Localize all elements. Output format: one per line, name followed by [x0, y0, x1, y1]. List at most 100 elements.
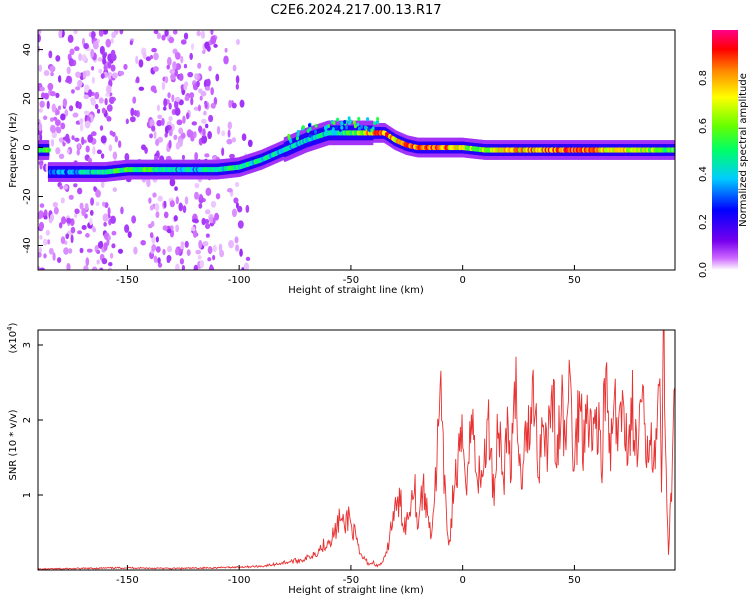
- spectrogram-noise-cell: [39, 267, 45, 270]
- spectrogram-noise-cell: [210, 30, 214, 35]
- snr-x-tick-label: 50: [568, 575, 581, 586]
- spectrogram-noise-cell: [182, 205, 187, 214]
- spectrogram-noise-cell: [193, 131, 197, 138]
- spectrogram-noise-cell: [154, 203, 160, 212]
- spectrogram-noise-cell: [68, 57, 74, 67]
- spectrogram-ridge-cell: [296, 129, 300, 134]
- spectrogram-noise-cell: [189, 92, 195, 99]
- spectrogram-noise-cell: [175, 142, 181, 150]
- spectrogram-noise-cell: [197, 254, 202, 260]
- spectrogram-noise-cell: [81, 37, 86, 46]
- colorbar: 0.0 0.2 0.4 0.6 0.8 Normalized spectral ampl…: [698, 30, 749, 278]
- spectrogram-noise-cell: [103, 242, 108, 251]
- spectrogram-noise-cell: [90, 131, 97, 137]
- spectrogram-noise-cell: [157, 114, 163, 120]
- spectrogram-noise-cell: [50, 117, 54, 122]
- spectrogram-x-ticks: -150 -100 -50 0 50: [116, 265, 581, 286]
- spectrogram-noise-cell: [102, 30, 109, 35]
- spectrogram-noise-cell: [103, 64, 107, 71]
- spectrogram-noise-cell: [199, 259, 205, 269]
- spectrogram-noise-cell: [180, 55, 184, 64]
- spectrogram-ridge-cell: [367, 127, 371, 132]
- spectrogram-noise-cell: [245, 256, 251, 262]
- spectrogram-noise-cell: [226, 138, 233, 145]
- spectrogram-noise-cell: [231, 137, 237, 143]
- spectrogram-noise-cell: [233, 197, 239, 204]
- spectrogram-noise-cell: [163, 211, 169, 219]
- spectrogram-noise-cell: [77, 230, 82, 235]
- spectrogram-noise-cell: [148, 197, 152, 204]
- snr-x-ticks: -150 -100 -50 0 50: [116, 565, 581, 586]
- spectrogram-noise-cell: [77, 79, 83, 88]
- spectrogram-noise-cell: [56, 109, 60, 115]
- spectrogram-noise-cell: [91, 76, 96, 84]
- spectrogram-noise-cell: [237, 205, 243, 213]
- colorbar-gradient: [712, 30, 738, 270]
- spectrogram-noise-cell: [204, 85, 211, 91]
- spectrogram-ridge-cell: [340, 125, 344, 130]
- spectrogram-noise-cell: [64, 109, 69, 117]
- spectrogram-noise-cell: [169, 68, 176, 75]
- spectrogram-noise-cell: [48, 247, 54, 255]
- spectrogram-noise-cell: [202, 240, 209, 247]
- spectrogram-ridge-cell: [308, 133, 312, 138]
- spectrogram-noise-cell: [105, 85, 112, 94]
- spectrogram-noise-cell: [180, 132, 186, 139]
- spectrogram-noise-cell: [131, 215, 137, 224]
- spectrogram-noise-cell: [71, 135, 75, 141]
- spectrogram-noise-cell: [206, 78, 211, 87]
- spectrogram-noise-cell: [58, 75, 62, 83]
- spectrogram-noise-cell: [104, 97, 108, 106]
- spectrogram-noise-cell: [186, 249, 191, 256]
- spectrogram-noise-cell: [196, 30, 201, 37]
- snr-y-label: SNR (10 * v/v): [8, 409, 19, 480]
- spectrogram-noise-cell: [207, 245, 213, 255]
- spectrogram-noise-cell: [186, 112, 190, 120]
- spectrogram-noise-cell: [174, 186, 178, 191]
- spectrogram-noise-cell: [71, 89, 75, 94]
- spectrogram-noise-cell: [151, 244, 157, 252]
- colorbar-tick-label: 0.6: [698, 118, 709, 134]
- spectrogram-noise-cell: [67, 34, 74, 44]
- spectrogram-noise-cell: [101, 258, 108, 265]
- spectrogram-noise-cell: [90, 97, 96, 103]
- spectrogram-ridge-cell: [345, 125, 349, 130]
- spectrogram-noise-cell: [132, 96, 137, 104]
- spectrogram-noise-cell: [130, 107, 135, 117]
- spectrogram-noise-cell: [161, 34, 166, 41]
- spectrogram-noise-cell: [56, 126, 62, 134]
- spectrogram-noise-cell: [153, 130, 157, 140]
- spectrogram-noise-cell: [83, 265, 89, 270]
- spectrogram-noise-cell: [92, 40, 99, 50]
- spectrogram-noise-cell: [73, 183, 78, 188]
- snr-scale-suffix: ): [8, 322, 19, 326]
- spectrogram-noise-cell: [212, 254, 216, 261]
- spectrogram-noise-cell: [90, 197, 95, 206]
- spectrogram-noise-cell: [42, 238, 48, 246]
- spectrogram-noise-cell: [196, 80, 200, 88]
- spectrogram-y-tick-label: 0: [22, 144, 33, 150]
- spectrogram-noise-cell: [38, 33, 41, 43]
- spectrogram-ridge-cell: [352, 120, 356, 125]
- spectrogram-noise-cell: [149, 55, 154, 60]
- spectrogram-ridge-cell: [359, 124, 363, 129]
- spectrogram-noise-cell: [63, 247, 69, 255]
- spectrogram-noise-cell: [94, 91, 100, 100]
- spectrogram-noise-cell: [209, 216, 214, 224]
- spectrogram-noise-cell: [93, 186, 97, 191]
- spectrogram-noise-cell: [111, 230, 117, 236]
- spectrogram-noise-cell: [198, 239, 203, 249]
- spectrogram-noise-cell: [38, 30, 42, 35]
- spectrogram-noise-cell: [62, 136, 68, 141]
- spectrogram-ridge-cell: [314, 123, 318, 128]
- spectrogram-noise-cell: [76, 149, 80, 156]
- spectrogram-noise-cell: [38, 246, 42, 254]
- spectrogram-noise-cell: [181, 264, 186, 270]
- spectrogram-noise-cell: [66, 217, 72, 224]
- spectrogram-x-tick-label: 50: [568, 275, 581, 286]
- spectrogram-noise-cell: [50, 138, 55, 147]
- spectrogram-noise-cell: [166, 56, 172, 66]
- spectrogram-ridge-cell: [336, 117, 340, 122]
- spectrogram-noise-cell: [191, 43, 195, 51]
- spectrogram-noise-cell: [219, 249, 225, 258]
